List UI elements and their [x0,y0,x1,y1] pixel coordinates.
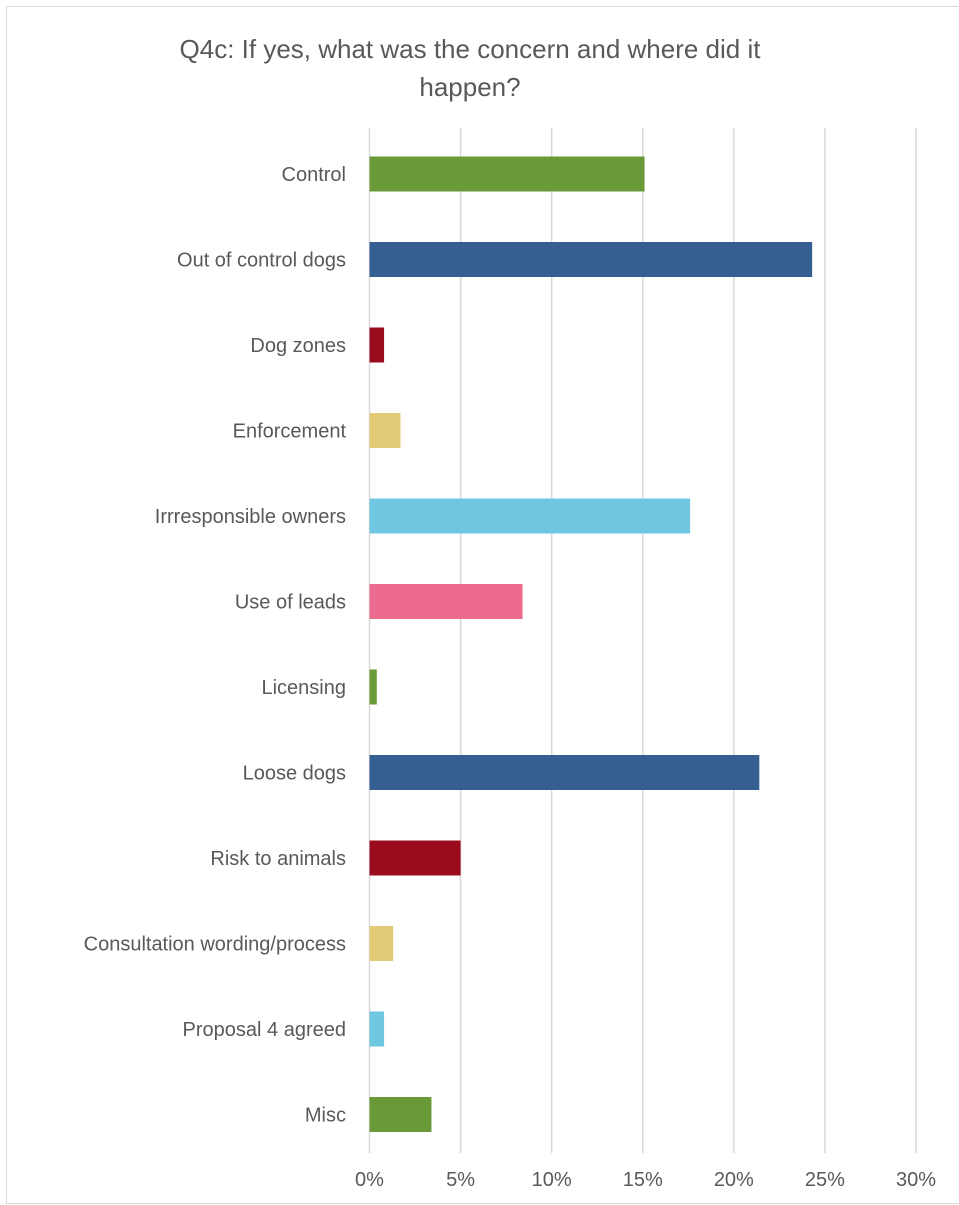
x-tick-label-3: 15% [623,1169,663,1191]
x-tick-label-5: 25% [805,1169,845,1191]
category-label-9: Risk to animals [210,848,346,870]
category-label-1: Control [282,164,346,186]
category-label-6: Use of leads [235,592,346,614]
x-tick-label-6: 30% [896,1169,936,1191]
bar-2[interactable] [369,242,813,277]
category-label-3: Dog zones [250,335,346,357]
bar-6[interactable] [369,584,523,619]
category-label-10: Consultation wording/process [84,934,346,956]
x-tick-label-1: 5% [446,1169,475,1191]
bar-1[interactable] [369,156,645,192]
category-label-5: Irrresponsible owners [155,506,346,528]
category-label-11: Proposal 4 agreed [183,1019,346,1041]
bar-3[interactable] [369,327,385,363]
x-tick-label-2: 10% [532,1169,572,1191]
chart-title: Q4c: If yes, what was the concern and wh… [179,34,761,102]
bar-12[interactable] [369,1097,432,1132]
category-label-8: Loose dogs [243,763,346,785]
bar-7[interactable] [369,669,377,705]
bar-8[interactable] [369,755,760,790]
x-tick-label-0: 0% [355,1169,384,1191]
category-label-12: Misc [305,1105,346,1127]
bar-5[interactable] [369,498,691,534]
category-label-7: Licensing [261,677,346,699]
x-tick-label-4: 20% [714,1169,754,1191]
bar-11[interactable] [369,1011,385,1047]
category-label-4: Enforcement [233,421,347,443]
bar-9[interactable] [369,840,461,876]
category-label-2: Out of control dogs [177,250,346,272]
bar-10[interactable] [369,926,394,961]
bar-4[interactable] [369,413,401,448]
